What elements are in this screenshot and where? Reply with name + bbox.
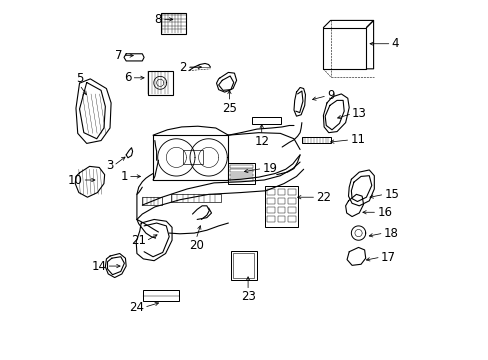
- Bar: [265, 186, 298, 226]
- Bar: [171, 194, 221, 202]
- Text: 25: 25: [222, 102, 236, 115]
- Text: 10: 10: [67, 174, 82, 186]
- Bar: [230, 165, 253, 168]
- Text: 3: 3: [106, 159, 113, 172]
- Text: 5: 5: [76, 72, 83, 85]
- Bar: [142, 197, 162, 205]
- Bar: [287, 207, 295, 213]
- Bar: [230, 174, 253, 176]
- Text: 6: 6: [124, 71, 131, 84]
- Text: 12: 12: [254, 135, 269, 148]
- Bar: [143, 291, 178, 301]
- Bar: [277, 207, 285, 213]
- Text: 16: 16: [376, 206, 391, 219]
- Bar: [230, 178, 253, 181]
- Bar: [251, 117, 281, 124]
- Text: 24: 24: [129, 301, 144, 314]
- Text: 4: 4: [391, 37, 398, 50]
- Text: 17: 17: [380, 251, 395, 264]
- Bar: [301, 137, 330, 143]
- Text: 13: 13: [351, 107, 366, 120]
- Bar: [287, 216, 295, 222]
- Text: 9: 9: [326, 89, 334, 102]
- Text: 1: 1: [120, 170, 128, 183]
- Bar: [267, 198, 274, 204]
- Text: 19: 19: [262, 162, 277, 175]
- Bar: [183, 149, 202, 164]
- Text: 11: 11: [349, 133, 365, 146]
- Text: 15: 15: [384, 188, 398, 201]
- Bar: [287, 198, 295, 204]
- Bar: [287, 189, 295, 195]
- Bar: [277, 216, 285, 222]
- Bar: [147, 71, 172, 95]
- Text: 18: 18: [383, 226, 398, 239]
- Bar: [267, 207, 274, 213]
- Text: 2: 2: [179, 60, 187, 73]
- Text: 8: 8: [154, 13, 162, 26]
- Bar: [267, 189, 274, 195]
- Bar: [230, 251, 256, 280]
- Text: 21: 21: [131, 234, 145, 247]
- Text: 20: 20: [188, 239, 203, 252]
- Bar: [277, 189, 285, 195]
- Text: 14: 14: [91, 260, 106, 273]
- Bar: [230, 169, 253, 172]
- Bar: [277, 198, 285, 204]
- Text: 22: 22: [316, 191, 330, 204]
- Bar: [233, 253, 253, 278]
- Bar: [267, 216, 274, 222]
- Bar: [161, 13, 186, 34]
- Bar: [228, 163, 255, 184]
- Text: 23: 23: [240, 291, 255, 303]
- Text: 7: 7: [115, 49, 122, 62]
